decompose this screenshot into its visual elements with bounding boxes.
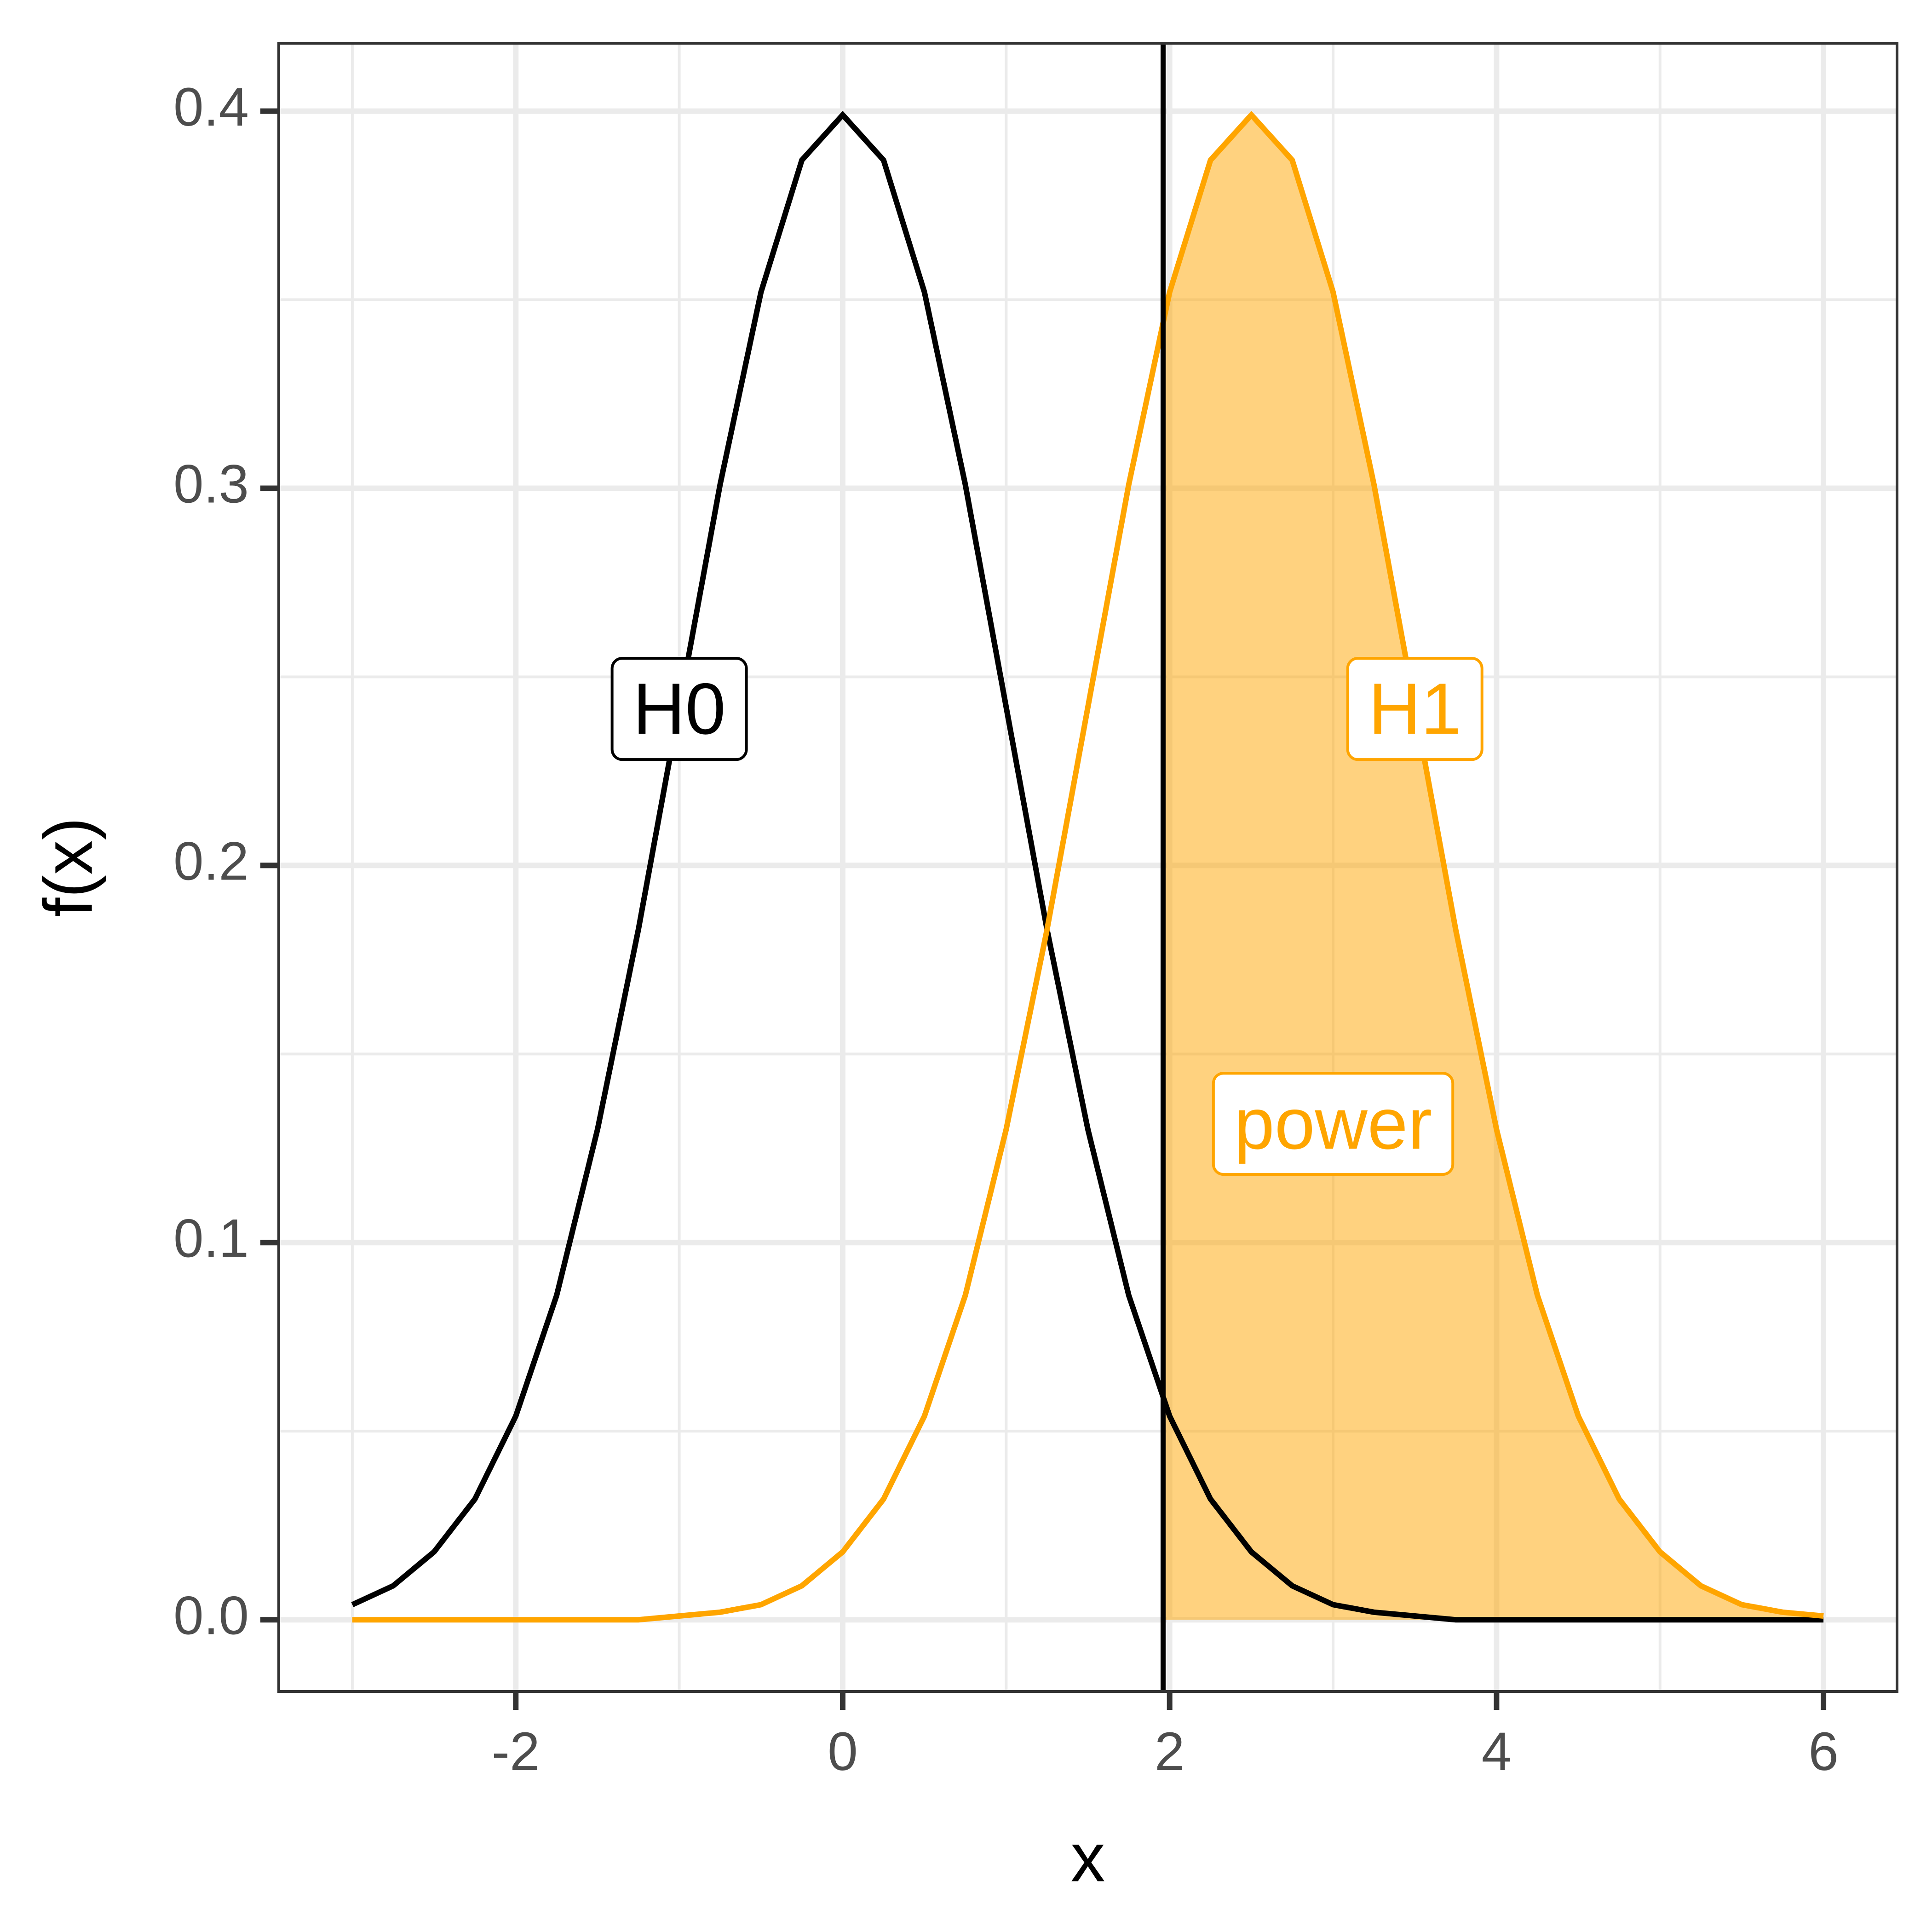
x-tick-label: -2 [492,1721,540,1782]
x-tick-label: 2 [1155,1721,1185,1782]
annotation: power [1234,1083,1432,1164]
series-label-group: H0 [610,657,748,761]
x-tick-label: 0 [828,1721,858,1782]
annotation-box [1212,1072,1455,1176]
annotation-group: power [1212,1072,1455,1176]
y-axis-title: f(x) [29,817,107,917]
x-axis-title: x [1071,1819,1105,1896]
power-area [1163,115,1824,1620]
x-tick-label: 4 [1482,1721,1512,1782]
y-tick-label: 0.3 [173,454,249,515]
series-label: H0 [633,668,726,749]
series-label: H1 [1368,668,1461,749]
x-tick-label: 6 [1808,1721,1839,1782]
y-tick-label: 0.1 [173,1208,249,1269]
density-line [351,110,1824,1623]
series-label-group: H1 [1346,657,1484,761]
series-label-box [1346,657,1484,761]
series-label-box [610,657,748,761]
density-line [352,110,1824,1623]
y-tick-label: 0.4 [173,77,249,138]
y-tick-label: 0.2 [173,831,249,892]
y-tick-label: 0.0 [173,1585,249,1646]
